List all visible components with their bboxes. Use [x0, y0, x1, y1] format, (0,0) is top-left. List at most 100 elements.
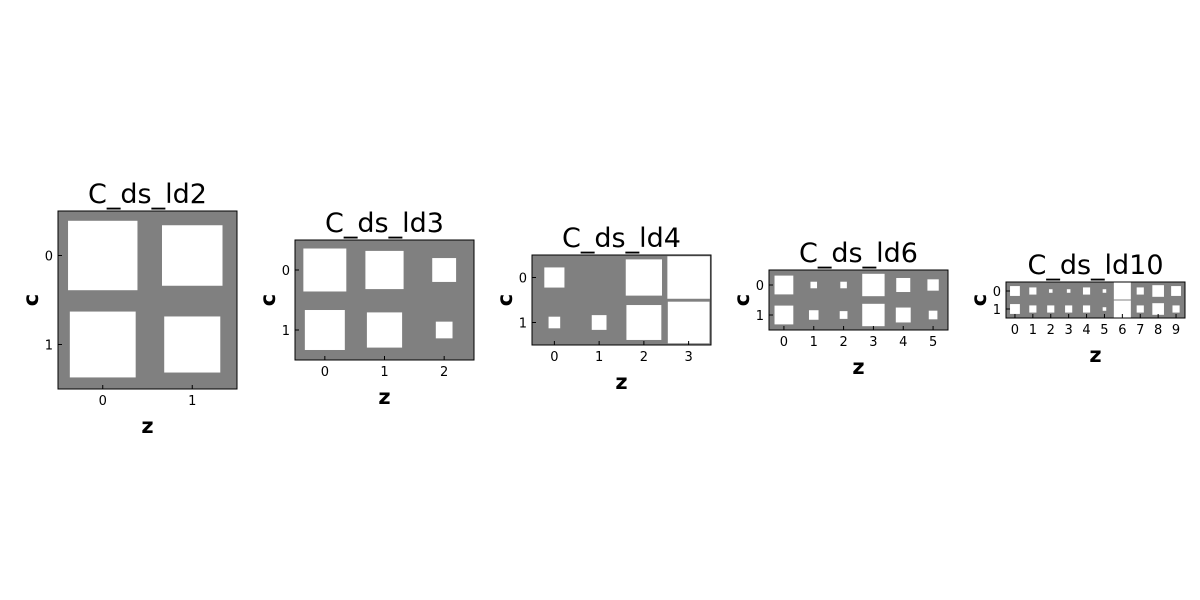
y-axis-label: c [493, 294, 517, 306]
x-tick-label: 0 [780, 335, 788, 350]
hinton-square-r1-c2 [1047, 305, 1055, 313]
x-tick-label: 0 [321, 365, 329, 380]
x-tick-label: 5 [1100, 323, 1108, 338]
x-tick-label: 1 [188, 394, 196, 409]
x-tick-label: 3 [684, 350, 692, 365]
hinton-square-r1-c1 [164, 316, 221, 373]
hinton-square-r0-c0 [68, 220, 138, 291]
y-tick-label: 0 [756, 279, 764, 294]
y-tick-label: 0 [519, 272, 527, 287]
hinton-square-r1-c4 [895, 307, 911, 323]
plot-frame [768, 269, 949, 331]
x-tick-label: 2 [839, 335, 847, 350]
hinton-square-r1-c1 [591, 315, 607, 330]
y-tick-label: 1 [519, 317, 527, 332]
y-tick-label: 0 [993, 285, 1001, 300]
hinton-square-r1-c1 [366, 312, 403, 348]
hinton-square-r1-c0 [69, 311, 136, 378]
y-tick-label: 1 [45, 339, 53, 354]
hinton-square-r1-c0 [774, 305, 794, 325]
hinton-square-r1-c5 [1102, 307, 1107, 311]
x-tick-label: 1 [595, 350, 603, 365]
hinton-square-r0-c1 [1029, 287, 1037, 295]
hinton-square-r0-c2 [1048, 289, 1053, 293]
hinton-square-r0-c2 [840, 281, 847, 289]
y-tick-label: 1 [756, 309, 764, 324]
hinton-square-r1-c2 [839, 311, 848, 319]
x-tick-label: 3 [869, 335, 877, 350]
hinton-square-r0-c7 [1136, 287, 1144, 295]
y-tick-label: 1 [282, 324, 290, 339]
hinton-square-r0-c3 [1066, 289, 1071, 293]
hinton-square-r0-c5 [1102, 289, 1107, 293]
x-tick-label: 0 [550, 350, 558, 365]
y-axis-label: c [256, 294, 280, 306]
chart-title: C_ds_ld3 [325, 208, 444, 239]
y-tick-label: 0 [282, 264, 290, 279]
y-axis-label: c [19, 294, 43, 306]
x-tick-label: 1 [380, 365, 388, 380]
x-tick-label: 0 [99, 394, 107, 409]
hinton-square-r1-c1 [808, 310, 819, 320]
y-tick-label: 0 [45, 250, 53, 265]
plot-frame [57, 210, 238, 390]
hinton-square-r0-c1 [161, 225, 223, 286]
x-tick-label: 2 [440, 365, 448, 380]
y-axis-label: c [730, 294, 754, 306]
hinton-square-r1-c0 [304, 310, 345, 350]
hinton-square-r1-c2 [435, 321, 453, 339]
y-axis-label: c [967, 294, 991, 306]
hinton-square-r1-c0 [548, 316, 561, 329]
hinton-square-r0-c1 [810, 281, 818, 289]
hinton-square-r0-c4 [896, 277, 911, 293]
chart-title: C_ds_ld10 [1027, 250, 1163, 281]
x-tick-label: 6 [1118, 323, 1126, 338]
hinton-square-r0-c1 [365, 250, 404, 290]
x-tick-label: 4 [899, 335, 907, 350]
y-tick-label: 1 [993, 303, 1001, 318]
hinton-square-r0-c3 [862, 273, 885, 297]
x-axis-label: z [141, 414, 153, 438]
x-tick-label: 1 [810, 335, 818, 350]
hinton-square-r0-c2 [625, 259, 662, 296]
plot-frame [1005, 281, 1186, 319]
hinton-square-r1-c9 [1172, 305, 1180, 313]
x-tick-label: 2 [1047, 323, 1055, 338]
x-axis-label: z [852, 355, 864, 379]
hinton-square-r1-c5 [928, 310, 938, 320]
x-tick-label: 4 [1082, 323, 1090, 338]
hinton-square-r1-c2 [626, 305, 662, 340]
x-axis-label: z [1089, 343, 1101, 367]
x-tick-label: 1 [1029, 323, 1037, 338]
chart-title: C_ds_ld4 [562, 223, 681, 254]
hinton-square-r0-c0 [774, 275, 794, 295]
hinton-square-r1-c3 [667, 301, 710, 344]
chart-title: C_ds_ld6 [799, 238, 918, 269]
hinton-square-r1-c3 [1065, 305, 1073, 313]
hinton-square-r0-c0 [1010, 286, 1020, 296]
x-tick-label: 7 [1136, 323, 1144, 338]
hinton-square-r1-c4 [1082, 305, 1091, 313]
hinton-square-r1-c7 [1136, 305, 1144, 313]
x-tick-label: 8 [1154, 323, 1162, 338]
hinton-square-r0-c4 [1082, 287, 1091, 295]
x-tick-label: 0 [1011, 323, 1019, 338]
x-tick-label: 3 [1065, 323, 1073, 338]
hinton-square-r1-c0 [1010, 304, 1020, 314]
hinton-square-r0-c0 [544, 267, 565, 288]
x-axis-label: z [378, 385, 390, 409]
plot-background [769, 270, 948, 330]
plot-frame [531, 254, 712, 346]
x-tick-label: 9 [1172, 323, 1180, 338]
x-tick-label: 5 [929, 335, 937, 350]
hinton-square-r0-c3 [667, 256, 710, 299]
x-tick-label: 2 [640, 350, 648, 365]
hinton-square-r0-c5 [927, 279, 939, 291]
hinton-square-r0-c0 [303, 248, 347, 292]
